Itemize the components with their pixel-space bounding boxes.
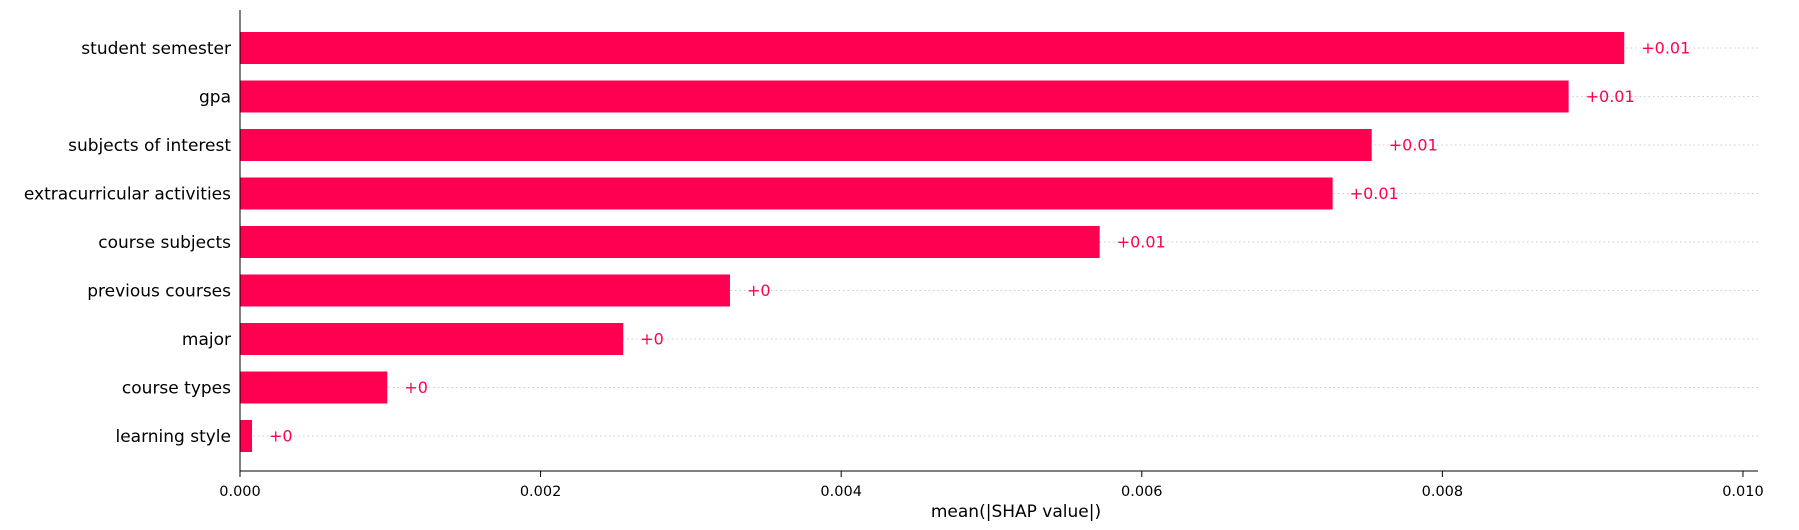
x-tick-label: 0.006 — [1121, 484, 1163, 500]
value-label: +0 — [747, 281, 771, 300]
category-label: student semester — [81, 39, 231, 59]
category-label: subjects of interest — [68, 136, 231, 156]
bar — [240, 274, 730, 307]
value-label: +0.01 — [1641, 39, 1690, 58]
axes — [239, 10, 1758, 472]
x-tick-label: 0.010 — [1722, 484, 1764, 500]
x-ticks: 0.000 0.002 0.004 0.006 0.008 0.010 — [219, 471, 1764, 500]
x-axis-title: mean(|SHAP value|) — [931, 502, 1101, 522]
category-label: major — [182, 330, 231, 350]
category-label: learning style — [115, 427, 231, 447]
bar — [240, 129, 1372, 161]
bar — [240, 177, 1333, 210]
bar — [240, 80, 1569, 113]
category-label: previous courses — [87, 282, 231, 302]
bar — [240, 371, 388, 404]
x-tick-label: 0.004 — [820, 484, 862, 500]
bar — [240, 420, 253, 452]
bar — [240, 226, 1100, 258]
x-tick-label: 0.008 — [1422, 484, 1464, 500]
category-labels: student semester gpa subjects of interest e… — [24, 39, 231, 447]
category-label: course types — [122, 379, 231, 399]
value-label: +0.01 — [1389, 136, 1438, 155]
bar — [240, 323, 624, 355]
value-label: +0.01 — [1586, 87, 1635, 106]
value-label: +0 — [640, 330, 664, 349]
value-labels: +0.01 +0.01 +0.01 +0.01 +0.01 +0 +0 +0 +0 — [269, 39, 1690, 446]
x-tick-label: 0.002 — [520, 484, 562, 500]
x-tick-label: 0.000 — [219, 484, 261, 500]
value-label: +0.01 — [1117, 233, 1166, 252]
category-label: extracurricular activities — [24, 185, 231, 205]
bars — [240, 32, 1625, 452]
category-label: course subjects — [98, 233, 231, 253]
bar — [240, 32, 1625, 64]
value-label: +0.01 — [1350, 184, 1399, 203]
value-label: +0 — [404, 378, 428, 397]
category-label: gpa — [199, 88, 231, 108]
value-label: +0 — [269, 427, 293, 446]
